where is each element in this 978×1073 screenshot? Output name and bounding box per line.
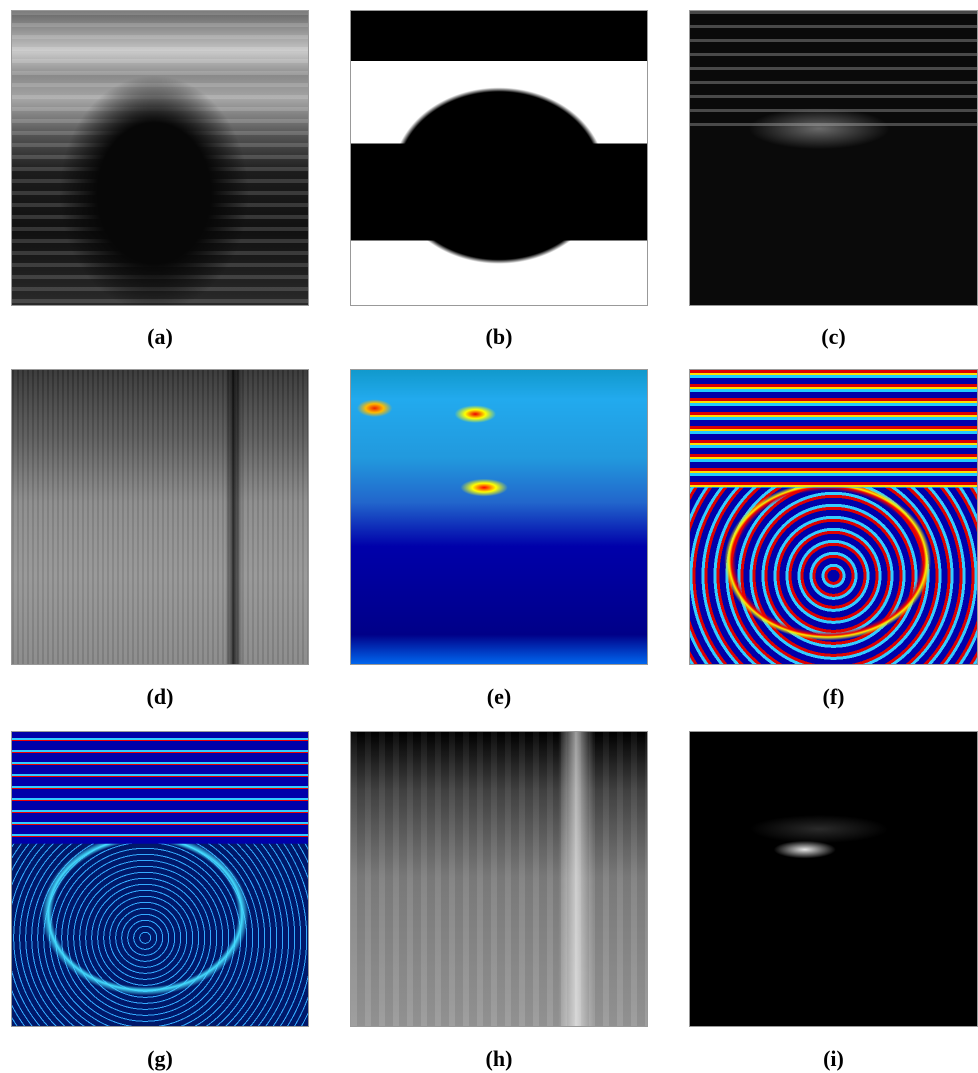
panel-image <box>689 369 978 665</box>
panel-image <box>11 10 309 306</box>
panel-image <box>689 10 978 306</box>
panel-label: (c) <box>689 324 978 350</box>
panel-label: (g) <box>11 1046 309 1072</box>
panel-label: (d) <box>11 684 309 710</box>
panel-image <box>689 731 978 1027</box>
panel-image <box>350 369 648 665</box>
figure: (a) (b) (c) (d) (e) (f) (g) (h) (i) <box>0 0 978 1073</box>
panel-image <box>350 731 648 1027</box>
panel-image <box>11 731 309 1027</box>
panel-label: (e) <box>350 684 648 710</box>
panel-image <box>11 369 309 665</box>
panel-label: (i) <box>689 1046 978 1072</box>
panel-label: (h) <box>350 1046 648 1072</box>
panel-label: (f) <box>689 684 978 710</box>
panel-image <box>350 10 648 306</box>
panel-label: (a) <box>11 324 309 350</box>
panel-label: (b) <box>350 324 648 350</box>
